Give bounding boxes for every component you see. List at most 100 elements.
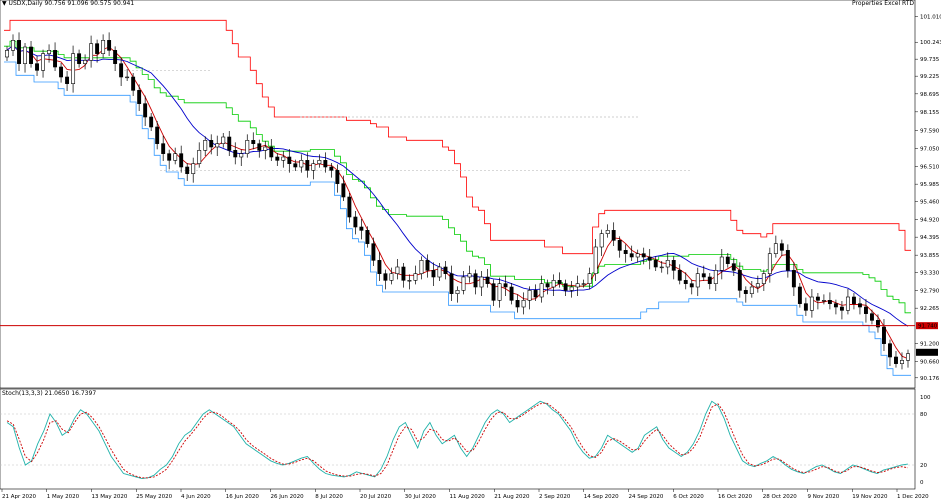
price-label-bg (916, 322, 938, 330)
candle (677, 270, 682, 281)
y-tick-label: 94.920 (920, 218, 940, 224)
candle (749, 286, 754, 294)
candle (713, 270, 718, 284)
candle (317, 160, 322, 164)
x-tick-label: 21 Aug 2020 (494, 494, 530, 500)
candle (425, 260, 430, 271)
candle (137, 90, 142, 104)
candle (323, 160, 328, 168)
candle (359, 226, 364, 231)
candle (906, 353, 910, 361)
candle (245, 140, 250, 154)
candle (587, 273, 592, 284)
y-tick-label: 94.395 (920, 235, 940, 241)
y-tick-label: 101.010 (920, 15, 941, 21)
candle (755, 283, 760, 288)
candle (197, 150, 202, 164)
candle (497, 283, 502, 301)
candle (629, 253, 634, 258)
candle (870, 313, 874, 321)
x-tick-label: 1 May 2020 (47, 494, 80, 500)
candle (888, 343, 892, 358)
candle (131, 76, 136, 91)
candle (23, 46, 27, 64)
candle (599, 233, 604, 248)
candle (257, 143, 262, 151)
x-tick-label: 14 Sep 2020 (584, 494, 619, 500)
x-tick-label: 9 Nov 2020 (808, 494, 840, 500)
candle (191, 163, 196, 174)
y-tick-label: 95.460 (920, 200, 940, 206)
right-header[interactable]: Properties Excel RTD (852, 0, 914, 7)
header-arrow-icon[interactable]: ▼ (2, 0, 7, 7)
properties-label[interactable]: Properties Excel RTD (852, 0, 915, 7)
candle (347, 196, 352, 218)
candle (269, 146, 274, 158)
candle (689, 283, 694, 288)
stoch-y-tick-label: 100 (920, 395, 931, 401)
candle (437, 266, 442, 278)
y-tick-label: 97.590 (920, 129, 940, 135)
stoch-panel-border (0, 388, 916, 490)
candle (233, 150, 238, 158)
candle (683, 280, 688, 284)
candle (659, 266, 664, 269)
x-tick-label: 2 Sep 2020 (539, 494, 571, 500)
candle (593, 246, 598, 274)
candle (707, 276, 712, 284)
x-tick-label: 11 Aug 2020 (450, 494, 486, 500)
candle (107, 40, 112, 51)
candle (155, 126, 160, 144)
x-tick-label: 4 Jun 2020 (181, 494, 211, 500)
candle (539, 283, 544, 298)
indicator-label: Stoch(13,3,3) 21.0650 16.7397 (2, 390, 97, 397)
candle (779, 243, 784, 251)
candle (731, 263, 736, 271)
candle (581, 283, 586, 285)
y-tick-label: 92.790 (920, 289, 940, 295)
candle (876, 320, 880, 328)
x-tick-label: 30 Jul 2020 (405, 494, 437, 500)
stoch-k-line (6, 400, 908, 480)
candle (815, 296, 820, 301)
candle (719, 256, 724, 271)
candle (119, 63, 124, 78)
x-tick-label: 8 Jul 2020 (315, 494, 343, 500)
y-tick-label: 90.176 (920, 376, 940, 382)
y-tick-label: 98.695 (920, 92, 940, 98)
candle (215, 143, 220, 148)
candle (65, 76, 70, 84)
ma-fast-line (6, 44, 909, 360)
symbol-line: USDX,Daily 90.756 91.096 90.575 90.941 (8, 0, 135, 7)
candle (443, 266, 448, 274)
candle (71, 53, 76, 84)
candle (509, 286, 514, 301)
candle (515, 300, 520, 308)
stoch-d-line (6, 402, 908, 479)
candle (575, 283, 580, 288)
candle (143, 103, 148, 118)
candle (89, 43, 94, 61)
candle (863, 306, 868, 314)
x-tick-label: 25 May 2020 (136, 494, 172, 500)
candle (839, 306, 844, 311)
y-tick-label: 98.155 (920, 110, 940, 116)
candle (341, 183, 346, 198)
y-tick-label: 95.985 (920, 182, 940, 188)
candle (101, 40, 106, 54)
candle (203, 140, 208, 151)
candle (479, 276, 484, 288)
candle (251, 140, 256, 144)
y-tick-label: 99.735 (920, 57, 940, 63)
candle (365, 230, 370, 244)
y-tick-label: 93.330 (920, 271, 940, 277)
candle (473, 273, 478, 288)
candle (11, 40, 15, 51)
y-tick-label: 97.050 (920, 147, 940, 153)
candle (665, 260, 670, 268)
candle (35, 63, 39, 71)
candle (407, 280, 412, 282)
candle (389, 273, 394, 281)
candle (383, 273, 388, 281)
candle (47, 50, 52, 54)
